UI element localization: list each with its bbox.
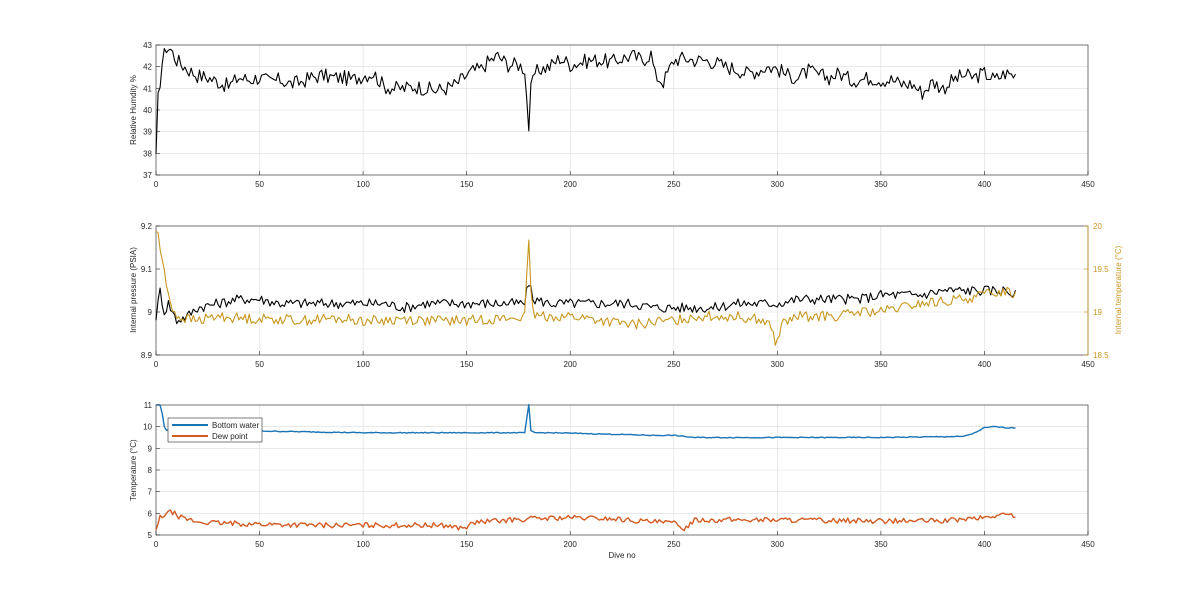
x-tick-label: 300 bbox=[771, 180, 785, 189]
y-tick-label: 7 bbox=[148, 488, 153, 497]
legend-box bbox=[167, 417, 263, 443]
panel-2-series-2-line bbox=[155, 230, 1017, 346]
x-tick-label: 300 bbox=[771, 360, 785, 369]
y-tick-label: 40 bbox=[143, 106, 152, 115]
pressure-panel: 0 50 100 150 200 250 300 350 400 450 8.9 9 9.1 9.2 1… bbox=[129, 222, 1123, 369]
x-tick-label: 50 bbox=[255, 180, 264, 189]
y-tick-label: 9.1 bbox=[141, 265, 153, 274]
x-tick-label: 350 bbox=[874, 360, 888, 369]
x-tick-label: 450 bbox=[1081, 540, 1095, 549]
legend-label-dew-point: Dew point bbox=[212, 432, 248, 441]
y-tick-label: 43 bbox=[143, 41, 152, 50]
dew-point-line bbox=[155, 509, 1016, 532]
x-tick-label: 350 bbox=[874, 180, 888, 189]
y-tick-label: 41 bbox=[143, 84, 152, 93]
legend: Bottom water Dew point bbox=[167, 417, 263, 443]
pressure-y-axis-label: Internal pressure (PSIA) bbox=[129, 247, 138, 333]
y-right-tick-label: 20 bbox=[1093, 222, 1102, 231]
temperature-y-axis-label: Temperature (°C) bbox=[129, 439, 138, 501]
x-tick-label: 200 bbox=[564, 360, 578, 369]
x-tick-label: 50 bbox=[255, 540, 264, 549]
y-tick-label: 9.2 bbox=[141, 222, 153, 231]
x-tick-label: 100 bbox=[356, 540, 370, 549]
x-tick-label: 100 bbox=[356, 360, 370, 369]
y-right-tick-label: 19 bbox=[1093, 308, 1102, 317]
x-tick-label: 400 bbox=[978, 360, 992, 369]
panel-2-series-1-line bbox=[155, 285, 1017, 325]
y-tick-label: 10 bbox=[143, 423, 152, 432]
x-tick-label: 0 bbox=[154, 180, 159, 189]
x-tick-label: 200 bbox=[564, 180, 578, 189]
panel-1-series-1-line bbox=[155, 48, 1016, 154]
x-tick-label: 50 bbox=[255, 360, 264, 369]
x-tick-label: 150 bbox=[460, 540, 474, 549]
y-tick-label: 5 bbox=[148, 531, 153, 540]
y-right-tick-label: 19.5 bbox=[1093, 265, 1109, 274]
temperature-panel: 0 50 100 150 200 250 300 350 400 450 5 6 7 8 9 10 11 Te… bbox=[129, 401, 1095, 560]
x-tick-label: 450 bbox=[1081, 180, 1095, 189]
x-tick-label: 250 bbox=[667, 180, 681, 189]
x-tick-label: 250 bbox=[667, 540, 681, 549]
y-tick-label: 38 bbox=[143, 149, 152, 158]
x-tick-label: 300 bbox=[771, 540, 785, 549]
y-tick-label: 6 bbox=[148, 509, 153, 518]
y-tick-label: 42 bbox=[143, 63, 152, 72]
x-tick-label: 100 bbox=[356, 180, 370, 189]
x-tick-label: 0 bbox=[154, 360, 159, 369]
rh-y-axis-label: Relative Humdity % bbox=[129, 75, 138, 145]
rh-panel: 0 50 100 150 200 250 300 350 400 450 37 38 39 40 41 42… bbox=[129, 41, 1095, 189]
y-tick-label: 8.9 bbox=[141, 351, 153, 360]
y-tick-label: 9 bbox=[148, 308, 153, 317]
x-tick-label: 250 bbox=[667, 360, 681, 369]
y-tick-label: 11 bbox=[144, 401, 153, 410]
x-tick-label: 450 bbox=[1081, 360, 1095, 369]
bottom-water-line bbox=[155, 403, 1016, 439]
internal-temperature-y-axis-label: Internal temperature (°C) bbox=[1114, 245, 1123, 334]
x-tick-label: 400 bbox=[978, 540, 992, 549]
x-tick-label: 350 bbox=[874, 540, 888, 549]
x-tick-label: 0 bbox=[154, 540, 159, 549]
legend-label-bottom-water: Bottom water bbox=[212, 421, 259, 430]
x-tick-label: 200 bbox=[564, 540, 578, 549]
x-tick-label: 400 bbox=[978, 180, 992, 189]
x-tick-label: 150 bbox=[460, 360, 474, 369]
y-tick-label: 39 bbox=[143, 128, 152, 137]
y-tick-label: 37 bbox=[143, 171, 152, 180]
x-tick-label: 150 bbox=[460, 180, 474, 189]
x-axis-label: Dive no bbox=[608, 551, 636, 560]
y-tick-label: 9 bbox=[148, 444, 153, 453]
y-tick-label: 8 bbox=[148, 466, 153, 475]
y-right-tick-label: 18.5 bbox=[1093, 351, 1109, 360]
